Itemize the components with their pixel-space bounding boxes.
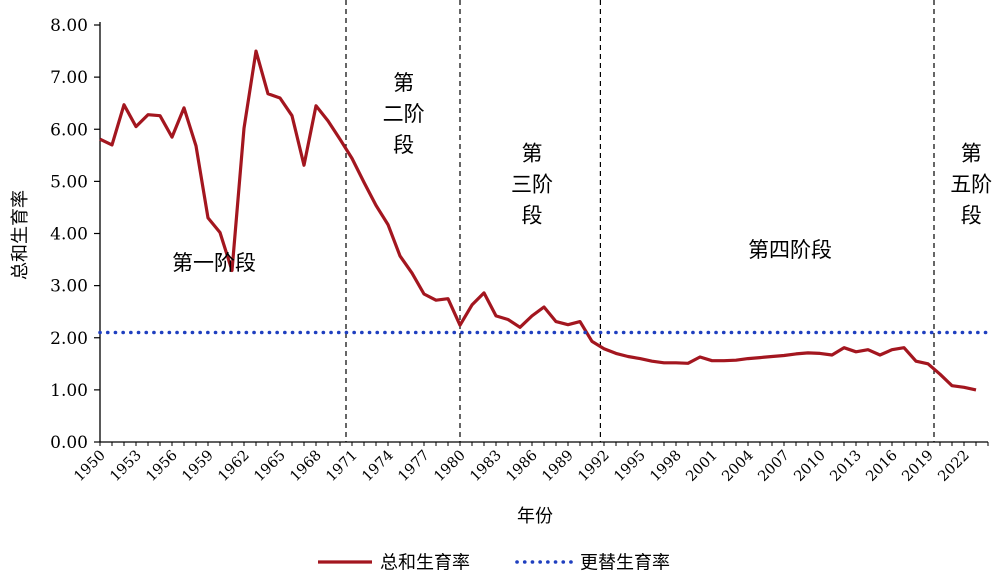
series-layer (98, 49, 990, 392)
y-tick-label: 0.00 (50, 433, 88, 453)
x-tick-label: 1980 (431, 448, 468, 485)
stage-label: 第四阶段 (748, 238, 832, 262)
stage-dividers (345, 0, 935, 442)
x-tick-label: 1995 (611, 448, 648, 485)
x-tick-label: 1989 (539, 448, 576, 485)
y-axis-title: 总和生育率 (10, 190, 31, 280)
stage-label: 第一阶段 (172, 251, 256, 275)
y-tick-label: 2.00 (50, 329, 88, 349)
stage-label-line: 五阶 (950, 173, 992, 197)
y-tick-label: 1.00 (50, 381, 88, 401)
x-tick-label: 2022 (935, 448, 972, 485)
stage-label-line: 第 (522, 142, 543, 166)
stage-label-line: 段 (393, 133, 414, 157)
stage-label: 第三阶段 (511, 142, 553, 228)
stage-label: 第五阶段 (950, 142, 992, 228)
x-tick-label: 1971 (323, 448, 360, 485)
y-tick-label: 3.00 (50, 277, 88, 297)
stage-label-line: 段 (961, 204, 982, 228)
x-tick-label: 2010 (791, 448, 828, 485)
y-tick-label: 6.00 (50, 120, 88, 140)
x-tick-label: 1962 (215, 448, 252, 485)
x-tick-label: 1968 (287, 448, 324, 485)
legend: 总和生育率 更替生育率 (318, 553, 670, 574)
y-tick-label: 7.00 (50, 68, 88, 88)
x-tick-label: 2013 (827, 448, 864, 485)
x-tick-label: 2016 (863, 448, 900, 485)
y-tick-label: 5.00 (50, 172, 88, 192)
stage-label-line: 三阶 (511, 173, 553, 197)
x-tick-label: 1983 (467, 448, 504, 485)
stage-label-line: 段 (522, 204, 543, 228)
x-tick-label: 1959 (179, 448, 216, 485)
x-tick-label: 1977 (395, 448, 432, 485)
stage-label-line: 第 (393, 71, 414, 95)
stage-label-line: 第 (961, 142, 982, 166)
x-tick-label: 2019 (899, 448, 936, 485)
stage-label: 第二阶段 (383, 71, 425, 157)
x-tick-label: 1998 (647, 448, 684, 485)
legend-label-replacement: 更替生育率 (580, 553, 670, 574)
x-tick-label: 2004 (719, 448, 756, 485)
x-tick-label: 1956 (143, 448, 180, 485)
x-tick-label: 1992 (575, 448, 612, 485)
legend-label-tfr: 总和生育率 (380, 553, 470, 574)
y-tick-label: 8.00 (50, 16, 88, 36)
x-tick-label: 2001 (683, 448, 720, 485)
stage-label-line: 第一阶段 (172, 251, 256, 275)
x-tick-label: 1953 (107, 448, 144, 485)
stage-label-line: 第四阶段 (748, 238, 832, 262)
x-tick-label: 1965 (251, 448, 288, 485)
x-tick-label: 1974 (359, 448, 396, 485)
tfr-line (99, 49, 977, 392)
y-tick-label: 4.00 (50, 225, 88, 245)
x-tick-label: 1986 (503, 448, 540, 485)
x-axis-title: 年份 (517, 506, 553, 527)
stage-label-line: 二阶 (383, 102, 425, 126)
x-tick-label: 2007 (755, 448, 792, 485)
x-tick-label: 1950 (71, 448, 108, 485)
